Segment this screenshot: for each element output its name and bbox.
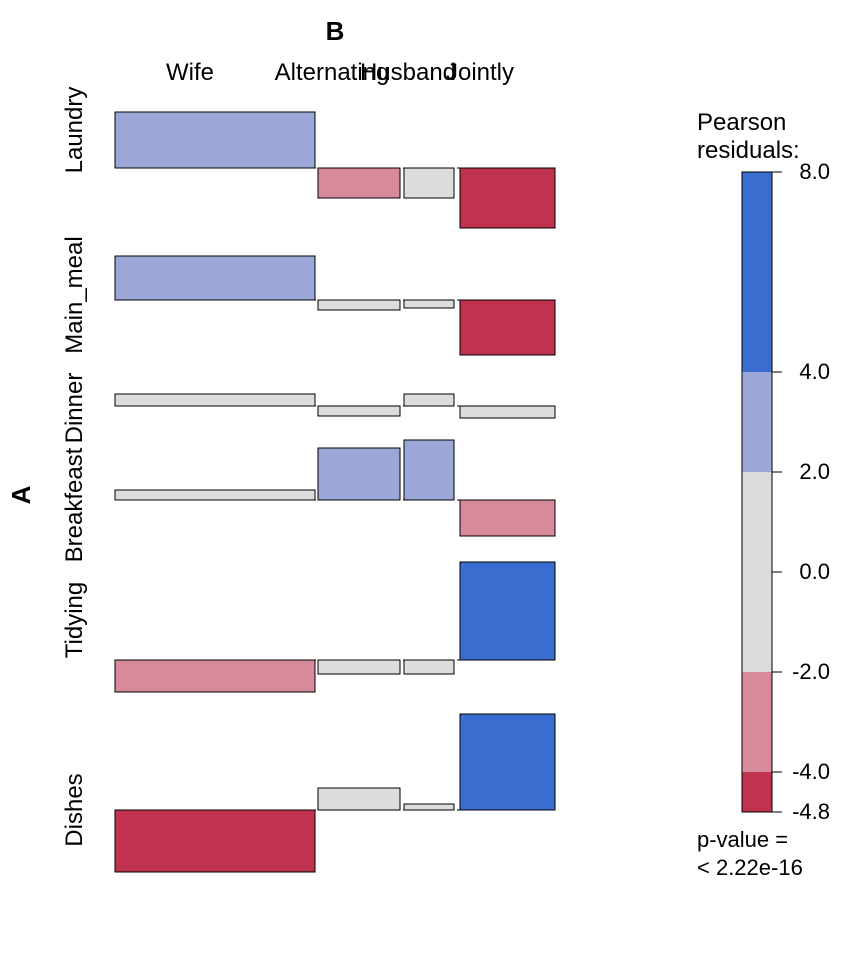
mosaic-cell xyxy=(115,810,315,872)
legend-tick-label: 2.0 xyxy=(799,459,830,484)
mosaic-cell xyxy=(404,660,454,674)
column-label: Wife xyxy=(166,59,214,86)
row-label: Dinner xyxy=(61,373,88,444)
legend-tick-label: 8.0 xyxy=(799,159,830,184)
legend-segment xyxy=(742,172,772,372)
mosaic-cell xyxy=(115,256,315,300)
legend-title: residuals: xyxy=(697,137,800,164)
mosaic-cell xyxy=(318,300,400,310)
left-axis-title: A xyxy=(6,485,36,504)
legend-tick-label: -4.8 xyxy=(792,799,830,824)
column-label: Husband xyxy=(360,59,456,86)
row-label: Dishes xyxy=(61,773,88,846)
mosaic-cell xyxy=(318,660,400,674)
mosaic-cell xyxy=(404,440,454,500)
mosaic-cell xyxy=(318,168,400,198)
legend-segment xyxy=(742,772,772,812)
mosaic-cell xyxy=(460,168,555,228)
mosaic-cell xyxy=(404,300,454,308)
mosaic-cell xyxy=(318,406,400,416)
mosaic-cell xyxy=(115,112,315,168)
mosaic-cell xyxy=(318,448,400,500)
mosaic-cell xyxy=(460,500,555,536)
legend-tick-label: 4.0 xyxy=(799,359,830,384)
mosaic-cell xyxy=(404,168,454,198)
row-label: Tidying xyxy=(61,582,88,658)
mosaic-cell xyxy=(404,394,454,406)
mosaic-cell xyxy=(115,394,315,406)
legend-tick-label: -2.0 xyxy=(792,659,830,684)
p-value-text: p-value = xyxy=(697,827,788,852)
mosaic-cell xyxy=(115,490,315,500)
row-label: Main_meal xyxy=(61,236,88,353)
mosaic-plot: BAWifeAlternatingHusbandJointlyLaundryMa… xyxy=(0,0,864,960)
legend-segment xyxy=(742,672,772,772)
column-label: Jointly xyxy=(446,59,514,86)
legend-tick-label: -4.0 xyxy=(792,759,830,784)
mosaic-cell xyxy=(460,562,555,660)
legend-title: Pearson xyxy=(697,109,786,136)
top-axis-title: B xyxy=(326,16,345,46)
mosaic-cell xyxy=(318,788,400,810)
legend-segment xyxy=(742,472,772,672)
row-label: Breakfeast xyxy=(61,447,88,562)
mosaic-cell xyxy=(460,300,555,355)
mosaic-cell xyxy=(460,406,555,418)
legend-segment xyxy=(742,372,772,472)
p-value-text: < 2.22e-16 xyxy=(697,855,803,880)
legend-tick-label: 0.0 xyxy=(799,559,830,584)
mosaic-cell xyxy=(460,714,555,810)
row-label: Laundry xyxy=(61,87,88,174)
mosaic-cell xyxy=(115,660,315,692)
mosaic-cell xyxy=(404,804,454,810)
